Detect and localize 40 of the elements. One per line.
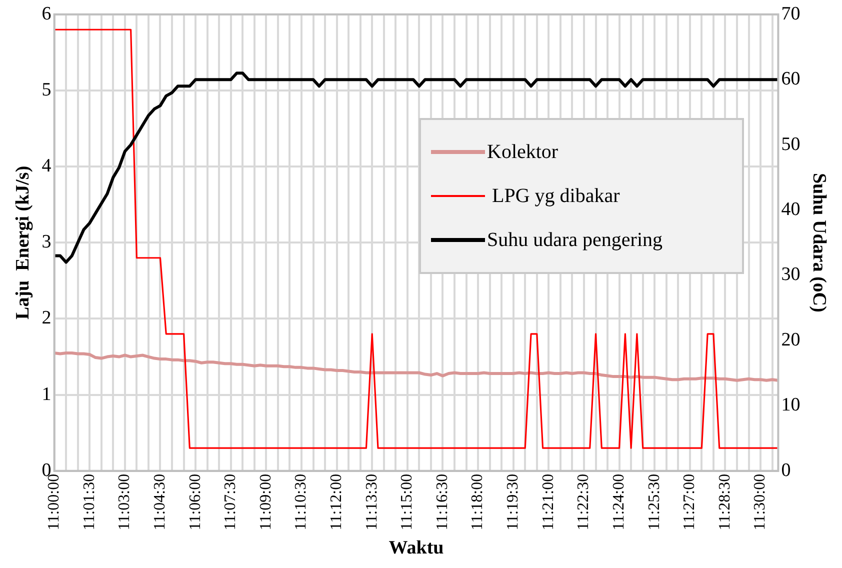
y-tick-label: 2 [42, 308, 52, 329]
x-tick-label: 11:27:00 [681, 474, 698, 530]
x-tick-label: 11:21:00 [540, 474, 557, 530]
y-tick-label: 1 [42, 384, 52, 405]
x-tick-label: 11:25:30 [646, 474, 663, 530]
x-tick-label: 11:15:00 [398, 474, 416, 530]
legend-label: Suhu udara pengering [487, 228, 663, 252]
x-tick-label: 11:30:00 [752, 474, 769, 530]
x-tick-label: 11:04:30 [151, 474, 168, 530]
y2-tick-label: 10 [781, 394, 800, 416]
legend-label: Kolektor [487, 140, 558, 164]
x-axis-title: Waktu [388, 538, 444, 559]
x-tick-label: 11:07:30 [222, 474, 240, 530]
y2-tick-label: 60 [781, 68, 800, 90]
x-tick-label: 11:12:00 [328, 474, 345, 530]
y2-axis-title: Suhu Udara (oC) [808, 172, 830, 312]
y2-tick-label: 40 [781, 199, 800, 220]
x-tick-label: 11:09:00 [257, 474, 274, 530]
x-tick-label: 11:13:30 [363, 474, 380, 530]
y-axis-title: Laju Energi (kJ/s) [12, 166, 34, 320]
x-tick-label: 11:28:30 [716, 474, 734, 530]
x-tick-label: 11:16:30 [434, 474, 451, 530]
y-tick-label: 6 [42, 3, 52, 24]
x-tick-label: 11:03:00 [116, 474, 134, 530]
x-tick-label: 11:24:00 [610, 474, 628, 530]
x-tick-label: 11:06:00 [186, 474, 204, 530]
y2-tick-label: 20 [781, 329, 800, 350]
legend-label: LPG yg dibakar [491, 184, 620, 208]
y2-tick-label: 30 [781, 264, 800, 286]
x-tick-label: 11:22:30 [575, 474, 592, 530]
y2-tick-label: 50 [781, 134, 800, 155]
x-tick-label: 11:18:00 [469, 474, 486, 530]
y-tick-label: 3 [42, 232, 52, 253]
x-tick-label: 11:10:30 [292, 474, 310, 530]
y-tick-label: 4 [42, 156, 52, 177]
y2-tick-label: 0 [781, 460, 791, 481]
x-tick-label: 11:19:30 [504, 474, 522, 530]
y-tick-label: 5 [42, 79, 52, 100]
y2-tick-label: 70 [781, 3, 800, 24]
x-tick-label: 11:01:30 [80, 474, 98, 530]
